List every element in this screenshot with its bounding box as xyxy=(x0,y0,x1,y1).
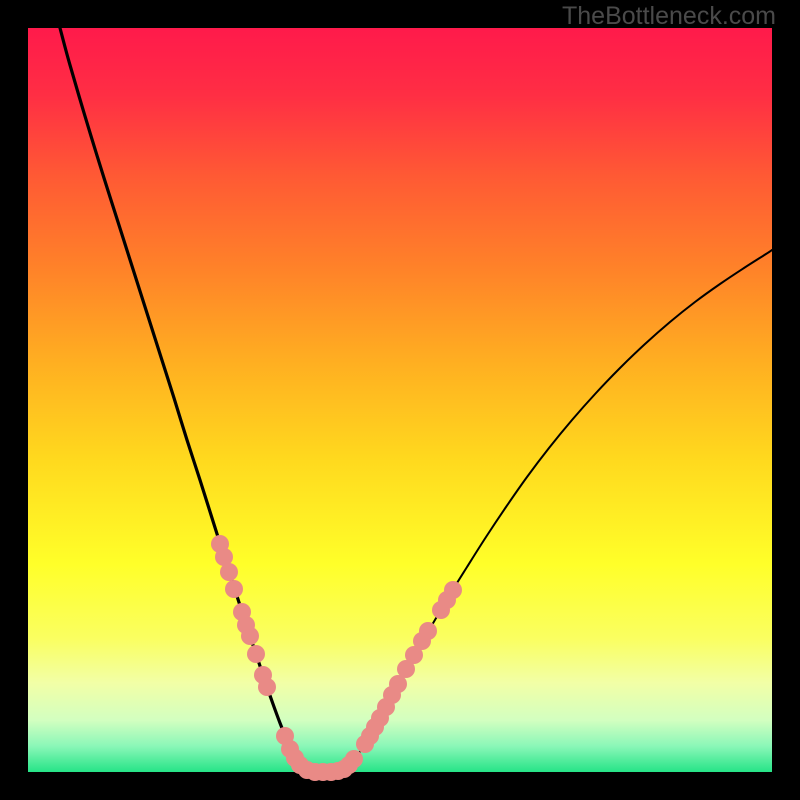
chart-frame: TheBottleneck.com xyxy=(0,0,800,800)
data-marker xyxy=(258,678,276,696)
data-marker xyxy=(220,563,238,581)
plot-area xyxy=(28,28,772,772)
data-marker xyxy=(345,750,363,768)
curve-right-branch xyxy=(339,250,772,772)
watermark-label: TheBottleneck.com xyxy=(562,2,776,31)
curve-layer xyxy=(28,28,772,772)
data-marker xyxy=(247,645,265,663)
data-marker xyxy=(419,622,437,640)
data-marker xyxy=(444,581,462,599)
marker-group xyxy=(211,535,462,781)
curve-left-branch xyxy=(60,28,309,772)
data-marker xyxy=(225,580,243,598)
data-marker xyxy=(241,627,259,645)
